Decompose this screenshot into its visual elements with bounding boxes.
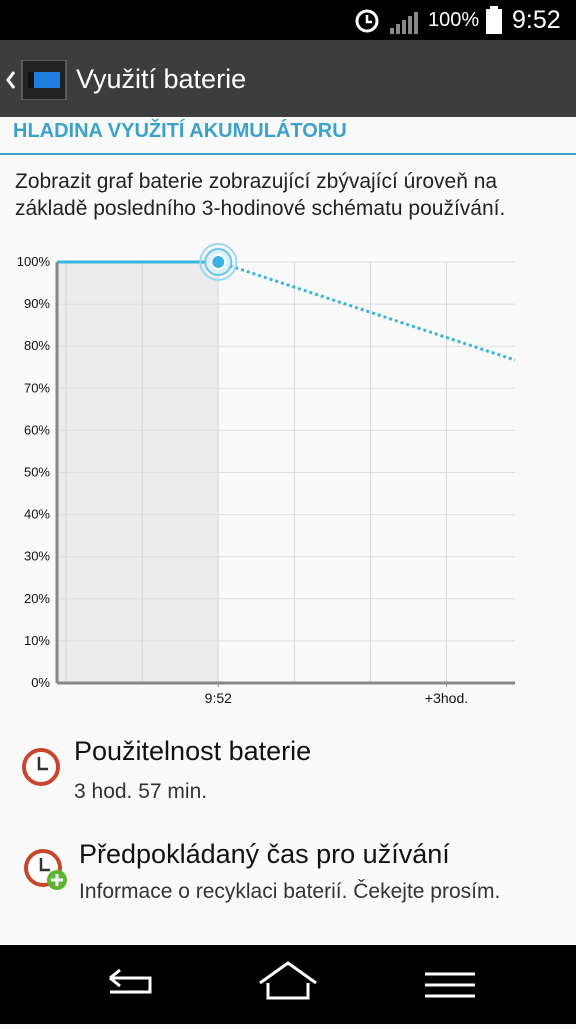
clock-icon (22, 748, 60, 786)
battery-text: 100% (428, 9, 480, 31)
item-title[interactable]: Předpokládaný čas pro užívání (79, 839, 450, 869)
back-button[interactable] (109, 968, 152, 994)
page-title: Využití baterie (76, 64, 247, 94)
y-tick-label: 0% (31, 675, 50, 690)
chart: 0% 10% 20% 30% 40% 50% 60% 70% 80% 90% 100% 9:52 +3h… (17, 243, 516, 706)
item-subtitle: Informace o recyklaci baterií. Čekejte p… (79, 880, 501, 903)
battery-line (217, 260, 516, 362)
current-point (210, 254, 227, 270)
action-bar: Využití baterie (0, 40, 576, 117)
item-title[interactable]: Použitelnost baterie (74, 736, 312, 766)
y-tick-label: 90% (24, 296, 50, 311)
y-tick-label: 80% (24, 338, 50, 353)
clock-plus-icon (24, 849, 67, 890)
x-tick-label: +3hod. (425, 690, 468, 706)
y-tick-label: 70% (24, 380, 50, 395)
clock: 9:52 (512, 6, 561, 34)
y-tick-label: 50% (24, 465, 50, 480)
item-subtitle: 3 hod. 57 min. (74, 780, 208, 803)
y-tick-label: 40% (24, 507, 50, 522)
y-tick-label: 10% (24, 633, 50, 648)
battery-icon (486, 6, 502, 34)
y-tick-label: 60% (24, 422, 50, 437)
description-line: Zobrazit graf baterie zobrazující zbývaj… (15, 170, 498, 193)
status-bar: 100% 9:52 (0, 0, 576, 40)
x-tick-label: 9:52 (205, 690, 232, 706)
home-button[interactable] (259, 961, 317, 1000)
back-icon[interactable] (2, 60, 72, 100)
y-tick-label: 30% (24, 549, 50, 564)
y-tick-label: 100% (17, 254, 51, 269)
y-tick-label: 20% (24, 591, 50, 606)
menu-button[interactable] (425, 972, 475, 998)
description: Zobrazit graf baterie zobrazující zbývaj… (15, 170, 505, 221)
nav-bar (0, 945, 576, 1024)
current-halo (199, 243, 238, 281)
divider (0, 153, 576, 155)
nav-buttons (109, 961, 475, 1000)
section-title: HLADINA VYUŽITÍ AKUMULÁTORU (13, 120, 347, 142)
status-icons (355, 9, 418, 34)
description-line: základě posledního 3-hodinové schématu p… (15, 197, 506, 220)
